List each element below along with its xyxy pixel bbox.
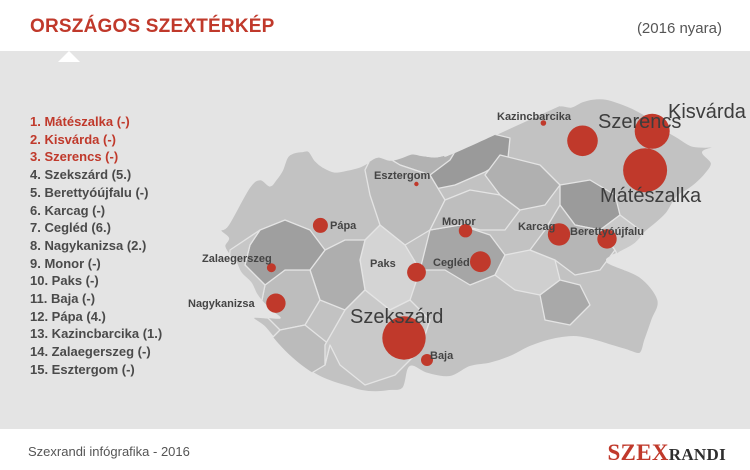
svg-text:Esztergom: Esztergom [374,170,430,182]
svg-text:Szekszárd: Szekszárd [350,306,443,328]
svg-text:Baja: Baja [430,350,454,362]
svg-text:Paks: Paks [370,258,396,270]
svg-text:Pápa: Pápa [330,220,357,232]
svg-text:Monor: Monor [442,216,476,228]
svg-text:Berettyóújfalu: Berettyóújfalu [570,226,644,238]
svg-text:Karcag: Karcag [518,221,555,233]
svg-text:Cegléd: Cegléd [433,257,470,269]
svg-text:Kazincbarcika: Kazincbarcika [497,111,572,123]
svg-text:Kisvárda: Kisvárda [668,101,747,123]
svg-text:Mátészalka: Mátészalka [600,185,702,207]
